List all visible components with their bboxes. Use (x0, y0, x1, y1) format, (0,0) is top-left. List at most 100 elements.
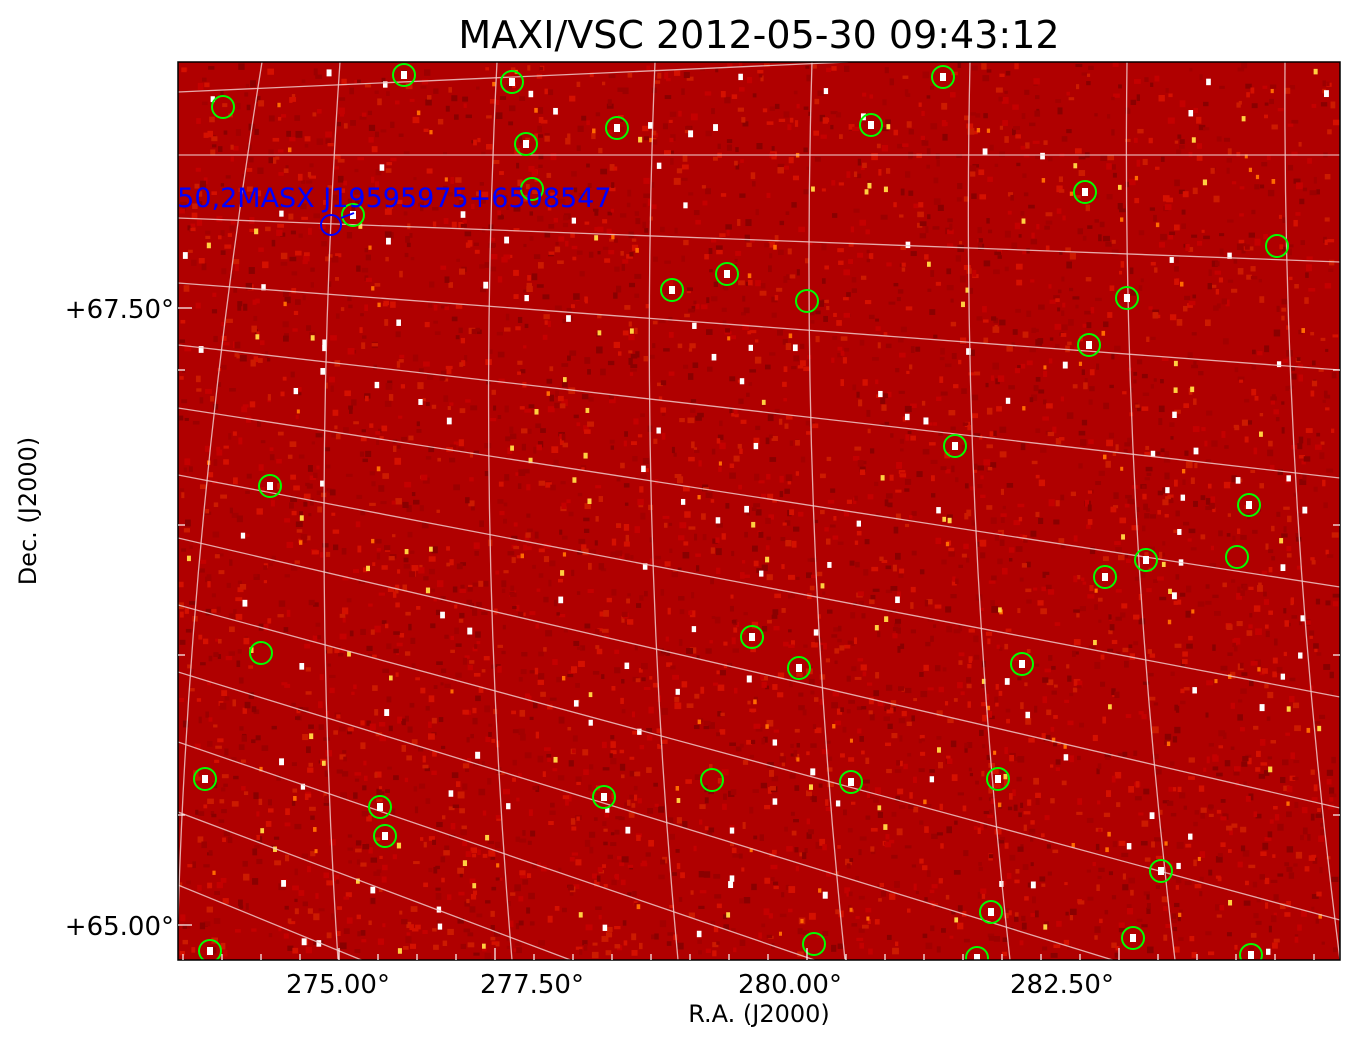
noise-pixel (550, 192, 557, 199)
noise-pixel (1005, 708, 1011, 713)
noise-pixel (936, 396, 942, 401)
noise-pixel (686, 703, 694, 708)
noise-pixel (1088, 399, 1093, 405)
noise-pixel (658, 396, 663, 401)
noise-pixel (351, 691, 355, 695)
noise-pixel (578, 193, 585, 197)
noise-pixel (822, 591, 826, 596)
noise-pixel (1251, 349, 1256, 355)
noise-pixel (751, 883, 757, 891)
noise-pixel (1253, 811, 1258, 818)
noise-pixel (305, 691, 312, 695)
noise-pixel (753, 503, 761, 508)
noise-pixel (1251, 364, 1257, 370)
noise-pixel (485, 900, 491, 904)
noise-pixel (723, 284, 729, 291)
noise-pixel (272, 157, 277, 164)
noise-pixel (267, 618, 272, 624)
noise-pixel (787, 124, 792, 131)
noise-pixel (291, 565, 298, 571)
noise-pixel (329, 489, 336, 496)
noise-pixel (1262, 842, 1269, 850)
noise-pixel (981, 770, 985, 777)
noise-pixel (1221, 298, 1228, 305)
point-source (605, 806, 610, 813)
noise-pixel (559, 613, 566, 618)
noise-pixel (899, 473, 907, 478)
noise-pixel (815, 841, 822, 849)
noise-pixel (495, 815, 502, 819)
noise-pixel (329, 674, 336, 679)
noise-pixel (946, 755, 951, 761)
noise-pixel (972, 130, 978, 135)
noise-pixel (1030, 820, 1035, 825)
noise-pixel (1087, 225, 1093, 229)
noise-pixel (459, 268, 466, 275)
noise-pixel (648, 354, 655, 359)
noise-pixel (1080, 439, 1087, 446)
noise-pixel (933, 624, 937, 628)
y-axis-label: Dec. (J2000) (14, 437, 42, 586)
noise-pixel (626, 202, 631, 208)
noise-pixel (711, 448, 716, 455)
noise-pixel (798, 705, 805, 711)
noise-pixel (1304, 620, 1311, 625)
noise-pixel (685, 779, 692, 784)
noise-pixel (716, 522, 723, 528)
x-tick-label: 280.00° (738, 970, 842, 1000)
noise-pixel (1118, 922, 1125, 928)
noise-pixel (1194, 462, 1198, 469)
noise-pixel (243, 791, 249, 796)
noise-pixel (1119, 517, 1127, 524)
noise-pixel (344, 390, 351, 397)
noise-pixel (518, 920, 524, 926)
point-source (448, 790, 454, 797)
noise-pixel (1251, 388, 1257, 396)
noise-pixel (1193, 107, 1198, 114)
noise-pixel (1234, 425, 1240, 431)
noise-pixel (933, 177, 939, 184)
noise-pixel (501, 650, 506, 655)
noise-pixel (347, 729, 352, 735)
noise-pixel (278, 925, 282, 932)
noise-pixel (506, 937, 511, 942)
point-source (368, 245, 372, 250)
noise-pixel (927, 288, 932, 292)
noise-pixel (966, 287, 974, 294)
noise-pixel (679, 609, 685, 615)
noise-pixel (713, 156, 718, 161)
noise-pixel (614, 649, 620, 654)
noise-pixel (1177, 786, 1182, 793)
point-source (1022, 406, 1026, 411)
noise-pixel (1122, 751, 1128, 757)
noise-pixel (636, 603, 642, 608)
noise-pixel (520, 668, 527, 675)
noise-pixel (907, 752, 912, 757)
noise-pixel (1144, 857, 1151, 862)
noise-pixel (438, 717, 444, 723)
noise-pixel (1310, 769, 1315, 775)
noise-pixel (222, 949, 228, 957)
noise-pixel (324, 650, 328, 654)
noise-pixel (1204, 440, 1208, 447)
noise-pixel (1209, 563, 1217, 569)
noise-pixel (1318, 368, 1324, 372)
noise-pixel (477, 137, 481, 143)
noise-pixel (1326, 856, 1331, 860)
noise-pixel (252, 878, 259, 885)
noise-pixel (211, 191, 217, 195)
noise-pixel (348, 304, 353, 309)
noise-pixel (375, 771, 382, 778)
noise-pixel (881, 127, 889, 132)
noise-pixel (990, 517, 997, 524)
noise-pixel (642, 457, 650, 464)
noise-pixel (1123, 660, 1129, 668)
noise-pixel (607, 360, 615, 366)
point-source (240, 532, 246, 539)
noise-pixel (481, 761, 485, 768)
noise-pixel (1067, 675, 1072, 682)
noise-pixel (598, 563, 605, 570)
noise-pixel (213, 918, 221, 924)
noise-pixel (868, 796, 875, 800)
point-source (936, 507, 941, 514)
